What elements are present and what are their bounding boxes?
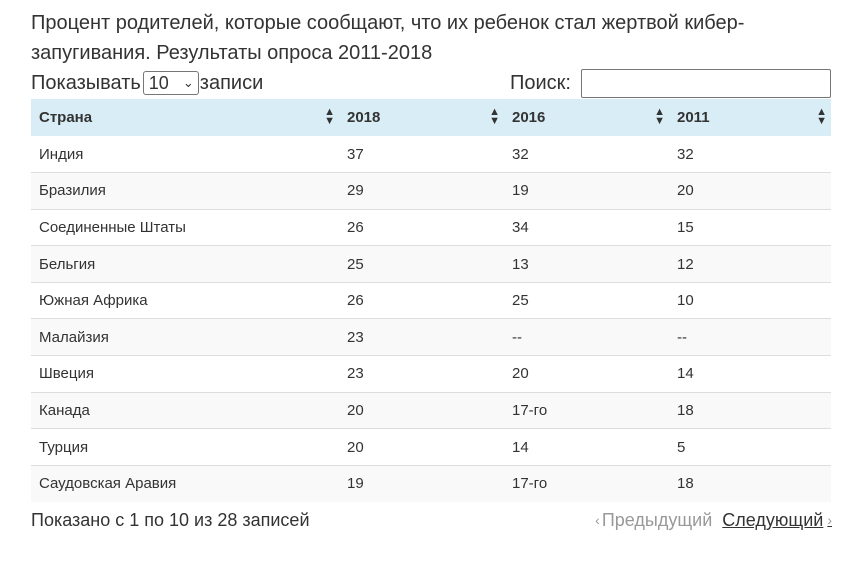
page-length-control: Показывать 10 ⌄ записи — [31, 70, 263, 96]
data-table: Страна ▲ ▼ 2018 ▲ ▼ 2016 ▲ ▼ 2011 ▲ ▼ Индия 37 32 3… — [31, 99, 831, 502]
table-cell: Канада — [31, 391, 339, 429]
table-row: Саудовская Аравия 19 17-го 18 — [31, 464, 831, 502]
table-row: Турция 20 14 5 — [31, 428, 831, 466]
table-row: Канада 20 17-го 18 — [31, 391, 831, 429]
table-cell: 20 — [504, 355, 669, 393]
table-cell: 32 — [669, 136, 831, 173]
table-cell: 14 — [504, 428, 669, 466]
chevron-right-icon: › — [827, 512, 832, 528]
table-cell: Саудовская Аравия — [31, 464, 339, 502]
table-cell: 26 — [339, 281, 504, 319]
search-input[interactable] — [581, 68, 831, 98]
table-row: Малайзия 23 -- -- — [31, 318, 831, 356]
column-header-2011[interactable]: 2011 ▲ ▼ — [669, 99, 831, 136]
page-length-select[interactable]: 10 ⌄ — [142, 71, 199, 95]
table-cell: 32 — [504, 136, 669, 173]
table-cell: 15 — [669, 208, 831, 246]
table-cell: Индия — [31, 136, 339, 173]
records-label: записи — [199, 72, 264, 94]
table-cell: 26 — [339, 208, 504, 246]
table-cell: Южная Африка — [31, 281, 339, 319]
show-label: Показывать — [31, 72, 141, 94]
table-cell: 20 — [339, 391, 504, 429]
table-cell: Малайзия — [31, 318, 339, 356]
sort-both-icon: ▲ ▼ — [816, 106, 827, 127]
table-row: Соединенные Штаты 26 34 15 — [31, 208, 831, 246]
table-cell: 19 — [504, 172, 669, 210]
table-row: Бразилия 29 19 20 — [31, 172, 831, 210]
table-cell: 18 — [669, 464, 831, 502]
previous-button[interactable]: ‹ Предыдущий — [595, 508, 712, 532]
chevron-left-icon: ‹ — [595, 512, 600, 528]
search-control: Поиск: — [510, 68, 831, 98]
page-title: Процент родителей, которые сообщают, что… — [31, 12, 745, 64]
column-label: 2018 — [347, 109, 381, 126]
table-controls: Показывать 10 ⌄ записи Поиск: — [31, 68, 831, 98]
table-cell: 5 — [669, 428, 831, 466]
column-header-2018[interactable]: 2018 ▲ ▼ — [339, 99, 504, 136]
table-cell: 17-го — [504, 391, 669, 429]
sort-both-icon: ▲ ▼ — [489, 106, 500, 127]
column-label: 2016 — [512, 109, 546, 126]
table-cell: -- — [669, 318, 831, 356]
table-cell: Бельгия — [31, 245, 339, 283]
column-label: 2011 — [677, 109, 710, 126]
column-header-2016[interactable]: 2016 ▲ ▼ — [504, 99, 669, 136]
chevron-down-icon: ⌄ — [182, 75, 194, 90]
page-length-value: 10 — [148, 73, 169, 93]
table-cell: 29 — [339, 172, 504, 210]
sort-both-icon: ▲ ▼ — [324, 106, 335, 127]
table-cell: 17-го — [504, 464, 669, 502]
table-cell: 19 — [339, 464, 504, 502]
pagination: ‹ Предыдущий Следующий › — [595, 508, 832, 532]
table-cell: 14 — [669, 355, 831, 393]
table-cell: 10 — [669, 281, 831, 319]
next-label: Следующий — [722, 510, 824, 530]
table-info: Показано с 1 по 10 из 28 записей — [31, 510, 310, 530]
sort-both-icon: ▲ ▼ — [654, 106, 665, 127]
previous-label: Предыдущий — [601, 510, 713, 530]
table-cell: 34 — [504, 208, 669, 246]
table-cell: 20 — [339, 428, 504, 466]
table-cell: 25 — [339, 245, 504, 283]
table-cell: 23 — [339, 318, 504, 356]
table-cell: 37 — [339, 136, 504, 173]
table-cell: 12 — [669, 245, 831, 283]
table-header-row: Страна ▲ ▼ 2018 ▲ ▼ 2016 ▲ ▼ 2011 ▲ ▼ — [31, 99, 831, 136]
table-row: Бельгия 25 13 12 — [31, 245, 831, 283]
table-row: Швеция 23 20 14 — [31, 355, 831, 393]
table-row: Индия 37 32 32 — [31, 136, 831, 173]
search-label: Поиск: — [510, 72, 571, 94]
table-cell: 25 — [504, 281, 669, 319]
table-cell: 23 — [339, 355, 504, 393]
column-label: Страна — [39, 109, 93, 126]
table-cell: Турция — [31, 428, 339, 466]
table-cell: 20 — [669, 172, 831, 210]
table-cell: Бразилия — [31, 172, 339, 210]
next-button[interactable]: Следующий › — [722, 508, 832, 532]
table-cell: 13 — [504, 245, 669, 283]
table-cell: -- — [504, 318, 669, 356]
table-cell: Швеция — [31, 355, 339, 393]
column-header-country[interactable]: Страна ▲ ▼ — [31, 99, 339, 136]
table-cell: 18 — [669, 391, 831, 429]
table-cell: Соединенные Штаты — [31, 208, 339, 246]
table-row: Южная Африка 26 25 10 — [31, 281, 831, 319]
